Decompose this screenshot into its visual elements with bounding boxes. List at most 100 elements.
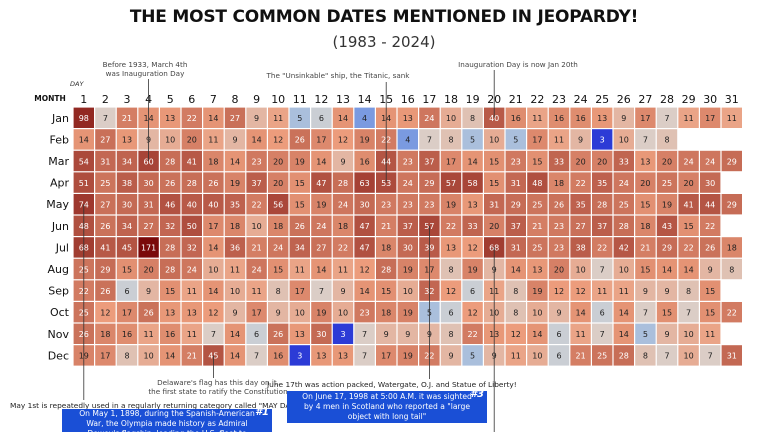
heatmap-cell (570, 150, 591, 172)
heatmap-cell (203, 150, 224, 172)
cell-value-label: 12 (338, 136, 348, 145)
cell-value-label: 3 (600, 136, 605, 145)
y-tick-label: Jul (55, 241, 69, 254)
heatmap-cell (289, 323, 310, 344)
heatmap-cell (138, 280, 159, 301)
cell-value-label: 10 (576, 265, 586, 274)
cell-value-label: 16 (122, 330, 132, 339)
heatmap-cell (527, 129, 548, 150)
x-tick-label: 13 (336, 93, 350, 106)
cell-value-label: 8 (124, 352, 129, 361)
annotation-dec-7-text: Delaware's flag has this day on it, (157, 378, 279, 387)
cell-value-label: 13 (403, 114, 413, 123)
cell-value-label: 5 (643, 330, 648, 339)
heatmap-cell (484, 150, 505, 172)
cell-value-label: 9 (232, 309, 237, 318)
cell-value-label: 33 (619, 157, 629, 166)
cell-value-label: 8 (276, 287, 281, 296)
heatmap-cell (419, 172, 440, 193)
cell-value-label: 7 (686, 309, 691, 318)
heatmap-cell (95, 258, 116, 280)
y-tick-label: Oct (50, 306, 70, 319)
cell-value-label: 10 (532, 309, 542, 318)
heatmap-cell (613, 172, 634, 193)
cell-value-label: 26 (165, 179, 175, 188)
cell-value-label: 14 (511, 265, 521, 274)
cell-value-label: 9 (405, 330, 410, 339)
cell-value-label: 38 (576, 244, 586, 253)
heatmap-cell (268, 172, 289, 193)
heatmap-cell (440, 323, 462, 344)
cell-value-label: 29 (511, 201, 521, 210)
x-tick-label: 30 (703, 93, 717, 106)
cell-value-label: 19 (403, 352, 413, 361)
cell-value-label: 10 (165, 136, 175, 145)
cell-value-label: 5 (470, 136, 475, 145)
heatmap-cell (332, 323, 354, 344)
cell-value-label: 7 (319, 287, 324, 296)
heatmap-cell (570, 302, 591, 323)
heatmap-cell (289, 258, 310, 280)
cell-value-label: 6 (600, 309, 605, 318)
heatmap-cell (570, 215, 591, 236)
heatmap-cell (181, 150, 202, 172)
heatmap-cell (527, 302, 548, 323)
heatmap-cell (224, 215, 246, 236)
cell-value-label: 17 (208, 222, 218, 231)
cell-value-label: 22 (338, 244, 348, 253)
heatmap-cell (268, 323, 289, 344)
cell-value-label: 29 (424, 179, 434, 188)
heatmap-cell (268, 258, 289, 280)
heatmap-cell (224, 129, 246, 150)
heatmap-cell (527, 280, 548, 301)
heatmap-cell (376, 194, 397, 215)
heatmap-cell (484, 172, 505, 193)
heatmap-cell (376, 258, 397, 280)
heatmap-cell (160, 129, 181, 150)
y-tick-label: Nov (48, 328, 70, 341)
heatmap-cell (95, 172, 116, 193)
cell-value-label: 46 (165, 201, 175, 210)
cell-value-label: 28 (338, 179, 348, 188)
heatmap-cell (332, 302, 354, 323)
cell-value-label: 34 (122, 157, 132, 166)
cell-value-label: 29 (662, 244, 672, 253)
heatmap-cell (505, 345, 526, 366)
cell-value-label: 11 (576, 330, 586, 339)
cell-value-label: 24 (187, 265, 197, 274)
cell-value-label: 53 (381, 179, 391, 188)
cell-value-label: 9 (384, 330, 389, 339)
cell-value-label: 28 (381, 265, 391, 274)
heatmap-cell (138, 237, 159, 258)
cell-value-label: 14 (208, 244, 218, 253)
cell-value-label: 11 (727, 114, 737, 123)
heatmap-cell (332, 172, 354, 193)
cell-value-label: 54 (79, 157, 89, 166)
heatmap-cell (116, 150, 138, 172)
heatmap-cell (592, 258, 613, 280)
cell-value-label: 16 (511, 114, 521, 123)
heatmap-cell (73, 129, 94, 150)
cell-value-label: 20 (576, 157, 586, 166)
cell-value-label: 22 (446, 222, 456, 231)
heatmap-cell (138, 194, 159, 215)
cell-value-label: 20 (662, 157, 672, 166)
heatmap-cell (505, 172, 526, 193)
heatmap-cell (613, 280, 634, 301)
heatmap-cell (116, 345, 138, 366)
cell-value-label: 9 (643, 287, 648, 296)
cell-value-label: 16 (165, 330, 175, 339)
x-tick-label: 7 (210, 93, 217, 106)
heatmap-cell (376, 215, 397, 236)
heatmap-cell (289, 302, 310, 323)
heatmap-cell (548, 280, 570, 301)
cell-value-label: 17 (316, 136, 326, 145)
heatmap-cell (116, 258, 138, 280)
cell-value-label: 41 (684, 201, 694, 210)
heatmap-cell (548, 150, 570, 172)
heatmap-cell (440, 345, 462, 366)
heatmap-cell (700, 172, 721, 193)
cell-value-label: 28 (165, 157, 175, 166)
heatmap-cell (592, 107, 613, 128)
x-tick-label: 5 (167, 93, 174, 106)
